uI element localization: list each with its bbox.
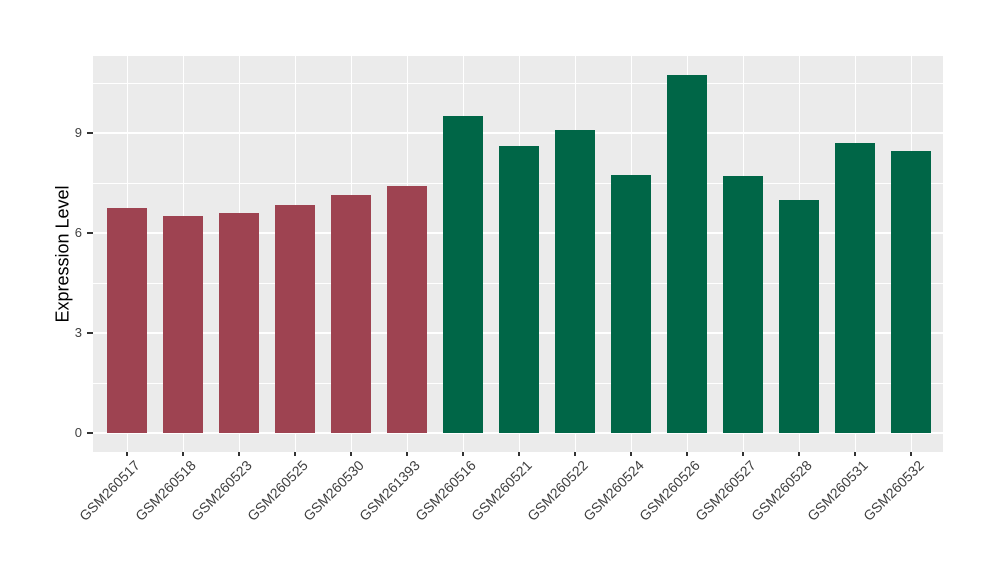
x-tick-label: GSM260526 — [635, 457, 703, 524]
gridline-minor — [93, 83, 943, 84]
x-tick-mark — [349, 452, 352, 456]
x-tick-mark — [517, 452, 520, 456]
bar — [386, 186, 427, 433]
bar — [666, 74, 707, 433]
y-tick-label: 9 — [74, 125, 82, 140]
x-tick-label: GSM260532 — [859, 457, 927, 524]
bar — [498, 146, 539, 433]
x-tick-mark — [685, 452, 688, 456]
x-tick-label: GSM260531 — [803, 457, 871, 524]
y-tick-label: 6 — [74, 225, 82, 240]
x-tick-label: GSM260525 — [243, 457, 311, 524]
x-tick-mark — [405, 452, 408, 456]
bar — [890, 151, 931, 433]
bar — [554, 129, 595, 433]
y-tick-label: 0 — [74, 425, 82, 440]
plot-panel — [93, 56, 943, 452]
x-tick-mark — [293, 452, 296, 456]
x-tick-label: GSM260530 — [299, 457, 367, 524]
x-tick-label: GSM260528 — [747, 457, 815, 524]
x-tick-label: GSM260518 — [131, 457, 199, 524]
x-tick-mark — [573, 452, 576, 456]
x-tick-mark — [181, 452, 184, 456]
y-tick-mark — [87, 432, 93, 434]
x-tick-mark — [909, 452, 912, 456]
bar — [722, 176, 763, 433]
x-tick-label: GSM260524 — [579, 457, 647, 524]
x-tick-mark — [853, 452, 856, 456]
bar — [610, 174, 651, 433]
bar — [778, 199, 819, 433]
x-tick-mark — [629, 452, 632, 456]
x-tick-mark — [741, 452, 744, 456]
x-tick-mark — [237, 452, 240, 456]
bar — [442, 116, 483, 433]
x-tick-label: GSM260523 — [187, 457, 255, 524]
x-tick-label: GSM260516 — [411, 457, 479, 524]
x-tick-mark — [461, 452, 464, 456]
x-tick-label: GSM260521 — [467, 457, 535, 524]
y-tick-mark — [87, 332, 93, 334]
gridline-major — [93, 132, 943, 134]
y-axis: 0 3 6 9 — [0, 0, 82, 580]
x-tick-label: GSM260527 — [691, 457, 759, 524]
y-tick-mark — [87, 232, 93, 234]
y-tick-label: 3 — [74, 325, 82, 340]
bar — [218, 213, 259, 433]
x-tick-mark — [125, 452, 128, 456]
bar — [162, 216, 203, 433]
x-tick-label: GSM260517 — [75, 457, 143, 524]
bar — [834, 143, 875, 433]
bar — [274, 204, 315, 433]
x-tick-label: GSM261393 — [355, 457, 423, 524]
x-tick-mark — [797, 452, 800, 456]
x-tick-label: GSM260522 — [523, 457, 591, 524]
bar — [106, 208, 147, 433]
bar — [330, 194, 371, 433]
y-tick-mark — [87, 132, 93, 134]
gridline-major — [93, 432, 943, 434]
